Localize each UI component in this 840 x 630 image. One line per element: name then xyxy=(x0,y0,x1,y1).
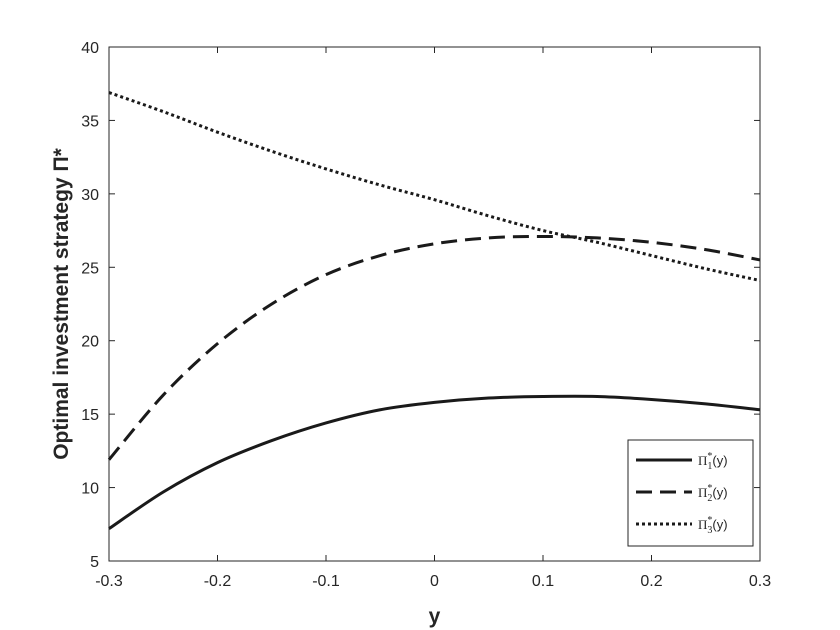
x-tick-label: 0.2 xyxy=(640,573,662,590)
x-tick-label: -0.2 xyxy=(204,573,232,590)
y-tick-label: 35 xyxy=(81,113,99,130)
y-axis: 5 10 15 20 25 30 35 40 xyxy=(81,40,760,571)
y-tick-label: 10 xyxy=(81,481,99,498)
legend: Π* 1(y) Π* 2(y) Π* 3(y) xyxy=(627,439,754,547)
legend-label-1: Π* 1(y) xyxy=(698,451,728,472)
y-tick-label: 25 xyxy=(81,260,99,277)
y-tick-label: 5 xyxy=(90,554,99,571)
series-layer xyxy=(107,91,761,530)
series-line-1 xyxy=(108,394,761,530)
series-line-3 xyxy=(108,91,761,282)
y-axis-label: Optimal investment strategy Π* xyxy=(50,147,73,459)
legend-label-3: Π* 3(y) xyxy=(698,515,728,536)
y-tick-label: 15 xyxy=(81,407,99,424)
legend-label-2: Π* 2(y) xyxy=(698,483,728,504)
x-axis: -0.3 -0.2 -0.1 0 0.1 0.2 0.3 xyxy=(95,47,771,590)
y-tick-label: 40 xyxy=(81,40,99,57)
x-tick-label: 0.1 xyxy=(532,573,554,590)
y-tick-label: 30 xyxy=(81,187,99,204)
x-tick-label: -0.1 xyxy=(312,573,340,590)
x-tick-label: -0.3 xyxy=(95,573,123,590)
y-tick-label: 20 xyxy=(81,334,99,351)
x-tick-label: 0.3 xyxy=(749,573,771,590)
x-axis-label: y xyxy=(429,605,441,628)
series-line-2 xyxy=(107,234,761,461)
x-tick-label: 0 xyxy=(430,573,439,590)
